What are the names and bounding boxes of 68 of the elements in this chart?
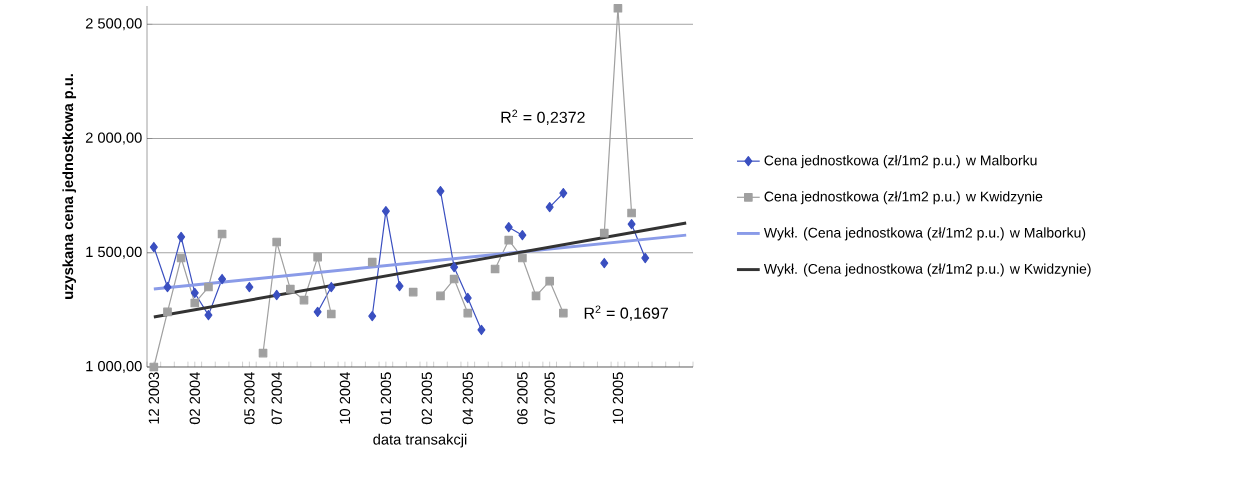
point (463, 308, 473, 318)
point (327, 281, 336, 293)
point (477, 324, 486, 336)
point (272, 289, 281, 301)
point (326, 309, 336, 319)
point (245, 281, 254, 293)
y-tick-label: 1 500,00 (86, 246, 142, 259)
x-tick-label: 12 2003 (148, 372, 160, 424)
point (613, 3, 623, 13)
point (368, 310, 377, 322)
x-tick-label: 05 2004 (244, 372, 255, 425)
x-tick-label: 07 2004 (271, 372, 282, 425)
legend-label: Cena jednostkowa (zł/1m2 p.u.) w Kwidzynie (764, 191, 1043, 205)
y-tick-label: 2 500,00 (85, 18, 142, 31)
annotation: R$^{2}$ = 0,2372 (501, 109, 585, 125)
point (436, 185, 445, 197)
point (272, 237, 282, 247)
x-tick-label: 01 2005 (380, 372, 392, 425)
point (600, 257, 609, 269)
point (627, 208, 636, 218)
point (149, 241, 158, 253)
legend-label: Wykł. (Cena jednostkowa (zł/1m2 p.u.) w Malborku) (763, 227, 1086, 241)
point (599, 228, 609, 238)
point (518, 253, 527, 263)
point (190, 287, 199, 299)
point (395, 280, 404, 292)
point (190, 298, 200, 308)
point (313, 306, 322, 318)
point (559, 187, 568, 199)
point (504, 235, 514, 245)
point (149, 362, 159, 372)
point (436, 291, 445, 301)
point (381, 206, 390, 217)
point (627, 219, 636, 230)
point (218, 273, 227, 285)
legend-label: Cena jednostkowa (zł/1m2 p.u.) w Malborku (764, 155, 1037, 169)
point (518, 230, 527, 241)
point (163, 307, 172, 317)
point (504, 222, 513, 233)
point (559, 308, 568, 318)
point (463, 292, 472, 304)
point (177, 231, 186, 243)
x-tick-label: 10 2005 (612, 372, 624, 424)
legend-label: Wykł. (Cena jednostkowa (zł/1m2 p.u.) w Kwidzynie) (763, 263, 1091, 277)
x-tick-label: 10 2004 (339, 372, 351, 424)
x-tick-label: 07 2005 (544, 372, 555, 425)
point (641, 252, 650, 264)
y-tick-label: 2 000,00 (85, 132, 142, 145)
point (313, 252, 322, 262)
point (450, 262, 459, 273)
x-tick-label: 04 2005 (462, 372, 473, 425)
point (176, 253, 186, 263)
y-axis-title: uzyskana cena jednostkowa p.u. (62, 74, 77, 299)
point (163, 281, 172, 293)
point (367, 257, 377, 267)
point (449, 274, 459, 284)
x-tick-label: 02 2004 (189, 372, 200, 425)
y-tick-label: 1 000,00 (86, 360, 142, 374)
point (204, 282, 213, 292)
annotation: R$^{2}$ = 0,1697 (584, 305, 668, 321)
point (408, 287, 418, 297)
x-tick-label: 06 2005 (517, 372, 528, 425)
point (286, 284, 295, 294)
point (545, 276, 555, 286)
point (545, 201, 554, 213)
point (204, 309, 213, 321)
x-tick-label: 02 2005 (421, 372, 433, 425)
x-axis-title: data transakcji (373, 433, 467, 448)
